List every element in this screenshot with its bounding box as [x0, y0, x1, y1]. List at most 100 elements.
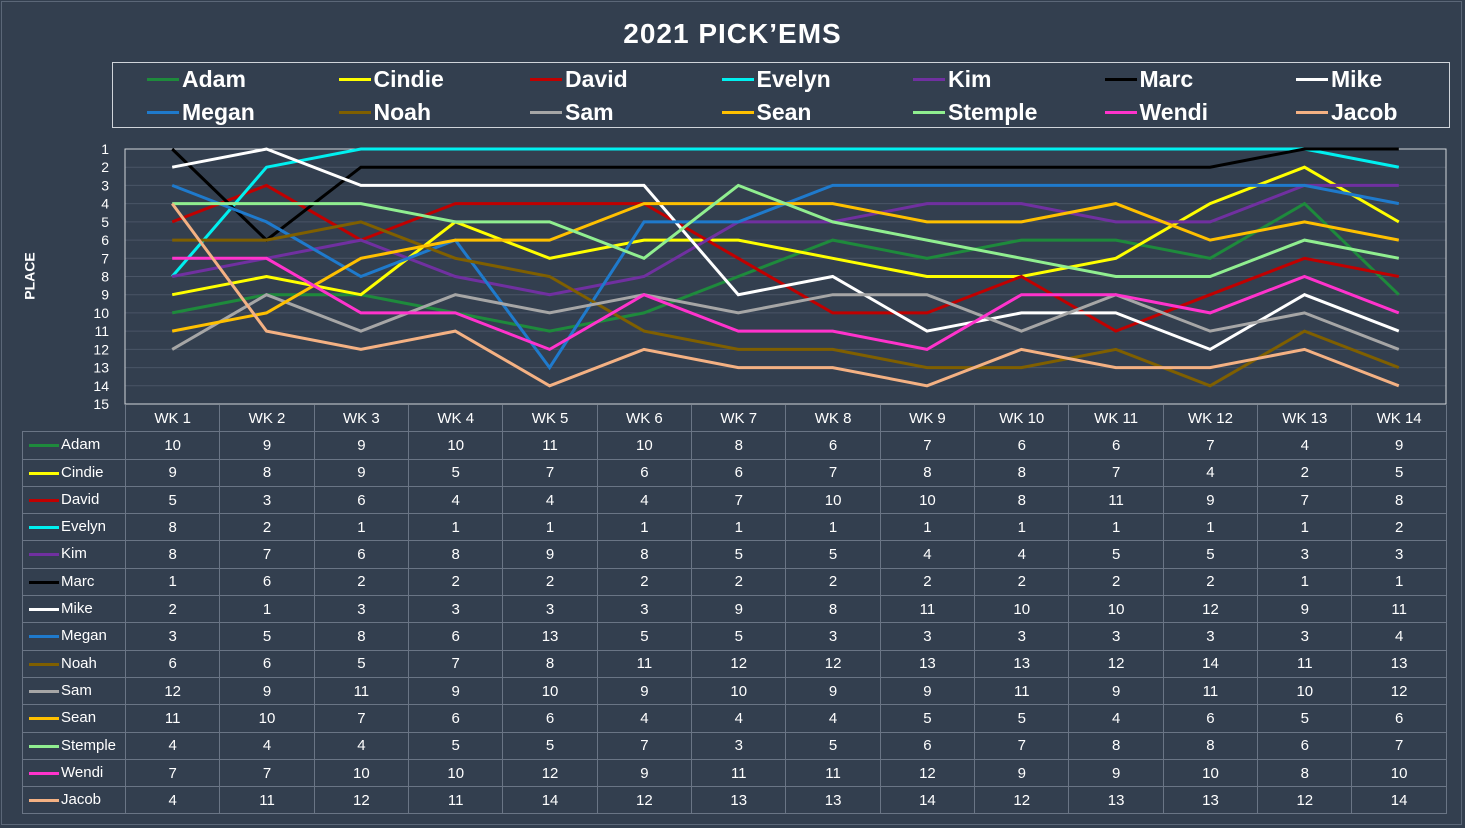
table-cell: 2 — [691, 567, 787, 597]
table-cell: 12 — [124, 676, 221, 706]
table-cell: 5 — [785, 540, 881, 569]
row-name: Noah — [61, 654, 97, 672]
row-swatch — [29, 662, 59, 666]
table-cell: 8 — [313, 622, 410, 651]
table-cell: 7 — [1257, 485, 1353, 515]
table-cell: 10 — [879, 485, 976, 515]
table-cell: 11 — [879, 595, 976, 624]
table-cell: 6 — [1162, 704, 1259, 733]
table-cell: 4 — [1351, 622, 1447, 651]
table-cell: 9 — [219, 676, 315, 706]
legend-swatch — [147, 78, 179, 81]
table-cell: 8 — [408, 540, 504, 569]
table-cell: 10 — [1162, 758, 1259, 788]
legend-label: Adam — [182, 66, 246, 92]
table-cell: 12 — [313, 786, 410, 815]
table-cell: 10 — [219, 704, 315, 733]
y-tick-label: 7 — [101, 250, 109, 266]
table-cell: 8 — [974, 485, 1070, 515]
y-tick-label: 2 — [101, 159, 109, 175]
table-cell: 7 — [785, 458, 881, 487]
y-tick-label: 1 — [101, 141, 109, 157]
row-swatch — [29, 608, 59, 612]
table-cell: 2 — [596, 567, 693, 597]
row-swatch — [29, 799, 59, 803]
table-cell: 3 — [124, 622, 221, 651]
table-cell: 1 — [1257, 567, 1353, 597]
x-tick-label: WK 10 — [974, 405, 1070, 433]
table-cell: 9 — [596, 676, 693, 706]
series-line-kim — [171, 183, 1399, 297]
table-cell: 11 — [219, 786, 315, 815]
table-cell: 1 — [1162, 513, 1259, 542]
table-cell: 3 — [879, 622, 976, 651]
table-cell: 11 — [1351, 595, 1447, 624]
table-cell: 8 — [974, 458, 1070, 487]
legend-swatch — [1296, 111, 1328, 114]
table-row: Stemple 4 4 4 5 5 7 3 5 6 7 8 8 6 7 — [22, 731, 1447, 760]
table-cell: 7 — [1351, 731, 1447, 760]
table-cell: 10 — [124, 431, 221, 460]
x-tick-label: WK 6 — [596, 405, 693, 433]
table-cell: 5 — [219, 622, 315, 651]
legend-label: Sam — [565, 99, 614, 125]
x-tick-label: WK 2 — [219, 405, 315, 433]
table-cell: 1 — [502, 513, 598, 542]
table-cell: 8 — [124, 540, 221, 569]
table-cell: 12 — [691, 649, 787, 678]
table-cell: 5 — [596, 622, 693, 651]
table-cell: 5 — [1068, 540, 1164, 569]
table-row: Jacob 4 11 12 11 14 12 13 13 14 12 13 13 12 14 — [22, 786, 1447, 815]
table-cell: 10 — [408, 758, 504, 788]
row-swatch — [29, 689, 59, 693]
x-tick-label: WK 7 — [691, 405, 787, 433]
table-cell: 1 — [408, 513, 504, 542]
y-tick-label: 3 — [101, 177, 109, 193]
y-tick-label: 11 — [94, 323, 109, 339]
y-tick-label: 5 — [101, 214, 109, 230]
table-cell: 1 — [691, 513, 787, 542]
table-row: Marc 1 6 2 2 2 2 2 2 2 2 2 2 1 1 — [22, 567, 1447, 597]
y-tick-label: 15 — [93, 396, 109, 412]
table-cell: 5 — [1351, 458, 1447, 487]
table-cell: 9 — [974, 758, 1070, 788]
table-cell: 7 — [408, 649, 504, 678]
x-tick-label: WK 5 — [502, 405, 598, 433]
table-cell: 8 — [1257, 758, 1353, 788]
table-cell: 9 — [785, 676, 881, 706]
table-cell: 10 — [313, 758, 410, 788]
table-cell: 2 — [219, 513, 315, 542]
table-cell: 11 — [502, 431, 598, 460]
series-line-marc — [171, 147, 1399, 243]
table-cell: 10 — [1257, 676, 1353, 706]
table-cell: 13 — [974, 649, 1070, 678]
table-cell: 11 — [691, 758, 787, 788]
legend-label: Evelyn — [756, 66, 831, 92]
table-row-header: Adam — [22, 431, 126, 460]
table-cell: 9 — [313, 431, 410, 460]
table-cell: 11 — [596, 649, 693, 678]
table-cell: 13 — [1162, 786, 1259, 815]
table-row-header: Noah — [22, 649, 126, 678]
table-cell: 9 — [879, 676, 976, 706]
table-row-header: Wendi — [22, 758, 126, 788]
row-name: David — [61, 490, 100, 508]
table-cell: 13 — [691, 786, 787, 815]
table-cell: 7 — [313, 704, 410, 733]
row-swatch — [29, 471, 59, 475]
row-swatch — [29, 717, 59, 721]
table-cell: 2 — [785, 567, 881, 597]
row-swatch — [29, 580, 59, 584]
legend-swatch — [530, 111, 562, 114]
table-cell: 10 — [1068, 595, 1164, 624]
table-cell: 2 — [313, 567, 410, 597]
row-name: Megan — [61, 627, 107, 645]
data-table: WK 1 WK 2 WK 3 WK 4 WK 5 WK 6 WK 7 WK 8 WK 9 WK 1… — [22, 405, 1447, 815]
table-cell: 6 — [313, 540, 410, 569]
x-tick-label: WK 8 — [785, 405, 881, 433]
legend-label: Jacob — [1331, 99, 1398, 125]
table-cell: 8 — [691, 431, 787, 460]
table-cell: 8 — [1068, 731, 1164, 760]
table-row: Cindie 9 8 9 5 7 6 6 7 8 8 7 4 2 5 — [22, 458, 1447, 487]
